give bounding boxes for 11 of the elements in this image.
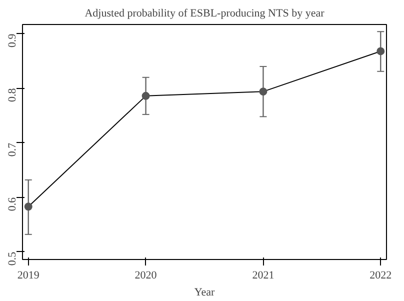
y-tick-label: 0.9 [6, 33, 18, 48]
y-tick-label: 0.7 [6, 142, 18, 157]
y-tick-label: 0.6 [6, 196, 18, 212]
x-tick-label: 2021 [252, 270, 274, 282]
x-tick-label: 2020 [134, 270, 158, 282]
x-axis-title: Year [194, 286, 215, 298]
x-tick-label: 2019 [17, 270, 40, 282]
y-tick-label: 0.8 [6, 88, 18, 102]
y-tick-label: 0.5 [6, 251, 18, 266]
chart-title: Adjusted probability of ESBL-producing NTS by year [84, 8, 325, 20]
x-tick-label: 2022 [370, 270, 392, 282]
